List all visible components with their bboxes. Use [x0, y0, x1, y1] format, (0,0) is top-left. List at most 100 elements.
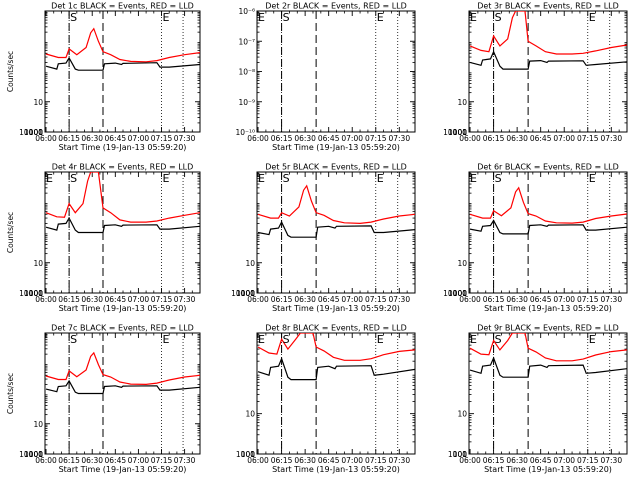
- marker-e: E: [377, 333, 384, 346]
- y-tick-label: 1000: [448, 289, 467, 298]
- x-axis-label: Start Time (19-Jan-13 05:59:20): [484, 465, 612, 474]
- x-tick-label: 07:30: [388, 456, 410, 465]
- detector-panel-3: Det 3r BLACK = Events, RED = LLD 1 10 10010…: [443, 2, 628, 143]
- y-tick-label: 10⁻¹⁰: [235, 128, 255, 137]
- x-tick-label: 06:45: [530, 456, 552, 465]
- x-tick-label: 06:15: [271, 456, 293, 465]
- x-tick-label: 07:15: [577, 295, 599, 304]
- marker-e: E: [258, 333, 265, 346]
- events-series-line: [257, 356, 415, 381]
- x-tick-label: 06:45: [530, 295, 552, 304]
- x-tick-label: 07:30: [174, 456, 196, 465]
- lld-series-line: [469, 186, 627, 224]
- y-tick-label: 10000: [19, 289, 43, 298]
- y-tick-label: 1000: [448, 128, 467, 137]
- marker-s: S: [283, 172, 290, 185]
- x-tick-label: 07:30: [600, 134, 622, 143]
- y-tick-label: 1000: [24, 289, 43, 298]
- y-tick-label: 10000: [443, 128, 467, 137]
- y-tick-label: 10: [33, 420, 43, 429]
- x-tick-label: 07:00: [553, 134, 575, 143]
- plot-frame: [256, 332, 416, 455]
- lld-series-line: [469, 333, 627, 362]
- x-tick-label: 06:30: [81, 456, 103, 465]
- plot-frame: [468, 10, 628, 133]
- y-tick-label: 10⁻⁸: [238, 68, 255, 77]
- x-axis-label: Start Time (19-Jan-13 05:59:20): [59, 465, 187, 474]
- y-tick-label: 10: [457, 98, 467, 107]
- detector-panel-9: Det 9r BLACK = Events, RED = LLD 1 10 10010…: [448, 324, 628, 474]
- detector-panel-6: Det 6r BLACK = Events, RED = LLD 1 10 10010…: [443, 163, 628, 313]
- x-tick-label: 07:00: [128, 456, 150, 465]
- y-tick-label: 100: [241, 289, 256, 298]
- y-tick-label: 1000: [24, 128, 43, 137]
- x-axis-label: Start Time (19-Jan-13 05:59:20): [59, 143, 187, 152]
- lld-series-line: [257, 333, 415, 361]
- x-tick-label: 07:15: [365, 134, 387, 143]
- x-tick-label: 06:15: [58, 456, 80, 465]
- detector-panel-7: Det 7c BLACK = Events, RED = LLD 1 10 10010…: [6, 324, 201, 474]
- x-tick-label: 06:00: [247, 134, 269, 143]
- plot-frame: [468, 171, 628, 294]
- events-series-line: [257, 220, 415, 238]
- y-tick-label: 100: [453, 128, 468, 137]
- x-tick-label: 07:00: [553, 295, 575, 304]
- y-tick-label: 100: [29, 128, 44, 137]
- x-axis-label: Start Time (19-Jan-13 05:59:20): [59, 304, 187, 313]
- x-tick-label: 07:15: [151, 456, 173, 465]
- x-tick-label: 06:15: [483, 295, 505, 304]
- y-tick-label: 10000: [443, 289, 467, 298]
- marker-e: E: [163, 172, 170, 185]
- y-tick-label: 1: [250, 450, 255, 459]
- x-tick-label: 06:30: [506, 295, 528, 304]
- marker-e: E: [377, 172, 384, 185]
- y-tick-label: 10000: [19, 450, 43, 459]
- x-tick-label: 06:15: [483, 134, 505, 143]
- x-tick-label: 07:30: [388, 134, 410, 143]
- marker-s: S: [495, 172, 502, 185]
- plot-frame: [468, 332, 628, 455]
- marker-e: E: [163, 333, 170, 346]
- panel-title: Det 5r BLACK = Events, RED = LLD: [265, 163, 407, 172]
- detector-panel-2: Det 2r BLACK = Events, RED = LLD 10⁻¹⁰ 10⁻…: [235, 2, 416, 152]
- x-axis-label: Start Time (19-Jan-13 05:59:20): [272, 143, 400, 152]
- x-axis-label: Start Time (19-Jan-13 05:59:20): [484, 304, 612, 313]
- x-tick-label: 06:45: [318, 456, 340, 465]
- y-tick-label: 1: [38, 289, 43, 298]
- y-axis-label: Counts/sec: [6, 51, 15, 92]
- marker-e: E: [163, 11, 170, 24]
- marker-e: E: [46, 172, 53, 185]
- y-tick-label: 10000: [19, 128, 43, 137]
- x-tick-label: 06:30: [81, 134, 103, 143]
- x-tick-label: 06:30: [81, 295, 103, 304]
- x-tick-label: 07:00: [128, 295, 150, 304]
- marker-e: E: [589, 333, 596, 346]
- x-tick-label: 06:00: [247, 456, 269, 465]
- y-tick-label: 1000: [236, 289, 255, 298]
- x-tick-label: 06:15: [271, 134, 293, 143]
- y-tick-label: 100: [29, 289, 44, 298]
- x-tick-label: 07:00: [341, 456, 363, 465]
- marker-s: S: [70, 333, 77, 346]
- lld-series-line: [45, 172, 200, 223]
- x-tick-label: 07:00: [128, 134, 150, 143]
- y-tick-label: 1: [38, 450, 43, 459]
- x-tick-label: 06:45: [105, 456, 127, 465]
- x-tick-label: 06:45: [530, 134, 552, 143]
- y-tick-label: 1: [250, 289, 255, 298]
- y-tick-label: 10⁻⁶: [238, 7, 255, 16]
- marker-e: E: [470, 333, 477, 346]
- x-tick-label: 06:30: [294, 295, 316, 304]
- marker-s: S: [283, 333, 290, 346]
- x-tick-label: 06:15: [58, 134, 80, 143]
- x-tick-label: 07:15: [577, 134, 599, 143]
- x-tick-label: 06:15: [271, 295, 293, 304]
- y-tick-label: 10000: [231, 289, 255, 298]
- plot-frame: [44, 332, 201, 455]
- panel-title: Det 9r BLACK = Events, RED = LLD: [477, 324, 619, 333]
- y-tick-label: 100: [29, 450, 44, 459]
- marker-s: S: [70, 11, 77, 24]
- x-tick-label: 06:45: [105, 134, 127, 143]
